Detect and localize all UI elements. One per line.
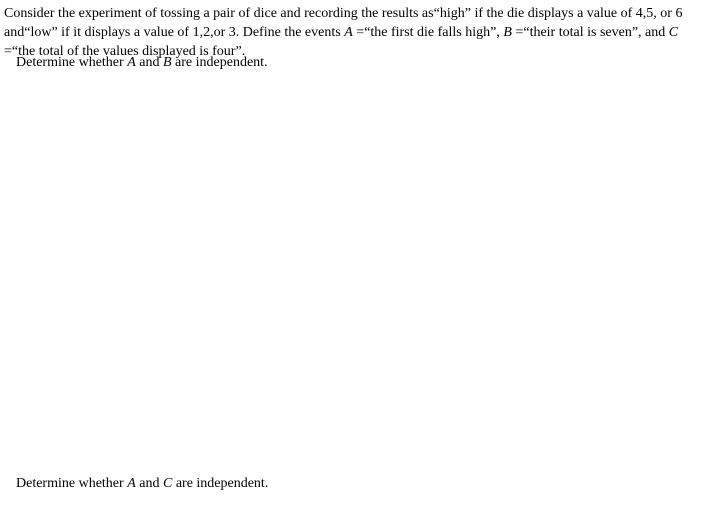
text: and: [136, 476, 163, 491]
text: and: [136, 55, 163, 70]
question-2: Determine whether A and C are independen…: [16, 475, 268, 494]
var-c: C: [163, 476, 172, 491]
text: Determine whether: [16, 55, 127, 70]
var-b: B: [163, 55, 172, 70]
text: Consider the experiment of tossing a pai…: [4, 6, 434, 21]
var-b: B: [503, 25, 512, 40]
var-a: A: [127, 476, 136, 491]
var-a: A: [344, 25, 353, 40]
text: Determine whether: [16, 476, 127, 491]
word-high: high: [440, 6, 465, 21]
word-low: low: [30, 25, 51, 40]
var-a: A: [127, 55, 136, 70]
text: if it displays a value of 1,2,or 3. Defi…: [58, 25, 345, 40]
event-b-def: their total is seven: [530, 25, 632, 40]
var-c: C: [669, 25, 678, 40]
text: are independent.: [172, 55, 268, 70]
and: , and: [638, 25, 669, 40]
eq: =: [353, 25, 364, 40]
text: are independent.: [172, 476, 268, 491]
eq: =: [512, 25, 523, 40]
question-1: Determine whether A and B are independen…: [16, 54, 268, 73]
eq: =: [4, 44, 12, 59]
event-a-def: the first die falls high: [370, 25, 490, 40]
